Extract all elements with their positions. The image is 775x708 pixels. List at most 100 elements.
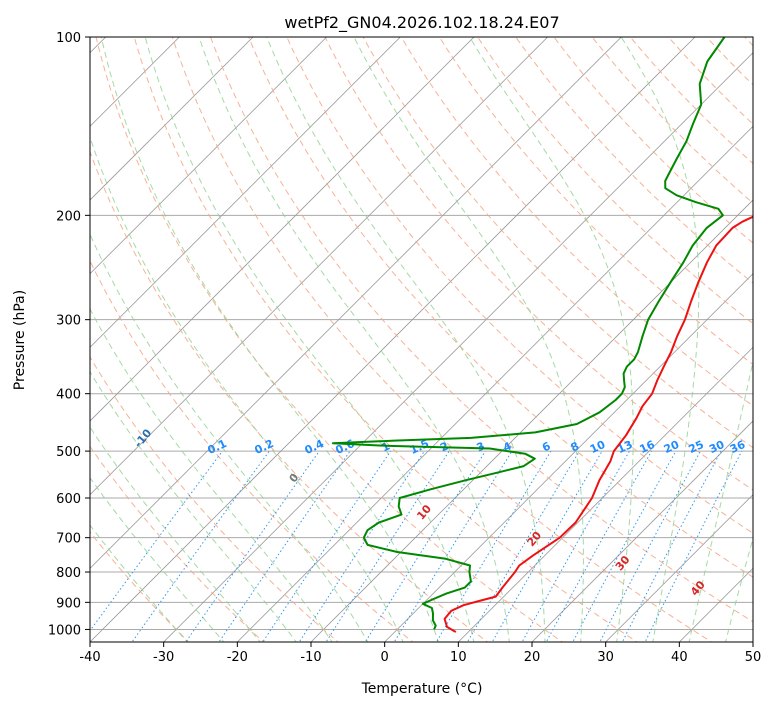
mixing-ratio-line bbox=[572, 450, 677, 642]
dry-adiabat-line bbox=[591, 37, 753, 204]
dry-adiabat-line bbox=[744, 37, 753, 47]
isopleth-labels: 0.10.20.40.611.52346810131620253036-100-… bbox=[0, 370, 748, 598]
dry-adiabat-line bbox=[171, 37, 713, 642]
moist-adiabat-line bbox=[90, 135, 404, 642]
isotherm-line bbox=[457, 346, 753, 642]
mixing-ratio-line bbox=[262, 450, 392, 642]
y-tick-label: 700 bbox=[56, 532, 81, 547]
moist-adiabat-line bbox=[90, 476, 225, 642]
dry-adiabat-line bbox=[90, 150, 489, 642]
moist-adiabat-line bbox=[100, 37, 440, 642]
isotherm-line bbox=[678, 567, 753, 642]
dry-adiabat-line bbox=[629, 37, 753, 165]
x-tick-label: 40 bbox=[671, 650, 688, 665]
mixing-ratio-label: 10 bbox=[588, 438, 608, 456]
y-tick-label: 800 bbox=[56, 566, 81, 581]
isotherm-line bbox=[531, 420, 753, 642]
isotherm-line bbox=[163, 52, 753, 642]
x-tick-label: 20 bbox=[524, 650, 541, 665]
moist-adiabat-line bbox=[688, 358, 753, 642]
plot-frame bbox=[89, 36, 754, 643]
y-tick-label: 600 bbox=[56, 492, 81, 507]
moist-adiabat-label: 30 bbox=[613, 553, 633, 573]
x-tick-label: 10 bbox=[450, 650, 467, 665]
mixing-ratio-line bbox=[644, 450, 743, 642]
mixing-ratio-label: 0.2 bbox=[253, 437, 276, 457]
moist-adiabat-label: 20 bbox=[524, 529, 544, 549]
y-tick-label: 900 bbox=[56, 596, 81, 611]
mixing-ratio-label: 0.4 bbox=[303, 437, 326, 457]
isobar-grid bbox=[90, 37, 753, 630]
dry-adiabat-line bbox=[705, 37, 753, 86]
moist-adiabat-line bbox=[198, 37, 510, 642]
mixing-ratio-line bbox=[90, 450, 223, 632]
dry-adiabat-line bbox=[362, 37, 753, 449]
dry-adiabat-line bbox=[756, 10, 775, 645]
mixing-ratio-label: 25 bbox=[687, 438, 706, 456]
mixing-ratio-label: 36 bbox=[728, 438, 748, 456]
isotherm-line bbox=[0, 10, 59, 645]
mixing-ratio-line bbox=[325, 450, 450, 642]
y-axis-ticks: 100 200 300 400 500 600 700 800 900 1000 bbox=[48, 31, 90, 638]
dry-adiabat-label: -20 bbox=[59, 407, 82, 431]
dry-adiabat-line bbox=[553, 37, 753, 244]
moist-adiabat-line bbox=[620, 37, 700, 642]
moist-adiabat-line bbox=[469, 37, 634, 642]
isotherm-grid bbox=[0, 10, 753, 645]
moist-adiabat-line bbox=[353, 37, 584, 642]
dry-adiabat-label: -30 bbox=[0, 370, 3, 394]
dry-adiabat-line bbox=[438, 37, 753, 366]
isotherm-line bbox=[90, 37, 475, 422]
mixing-ratio-line bbox=[218, 450, 351, 642]
x-tick-label: -20 bbox=[227, 650, 248, 665]
dry-adiabat-line bbox=[286, 37, 753, 534]
moist-adiabat-line bbox=[90, 524, 188, 642]
dry-adiabat-line bbox=[248, 37, 753, 578]
y-axis-label: Pressure (hPa) bbox=[12, 290, 28, 390]
isotherm-line bbox=[236, 125, 753, 642]
series-line bbox=[331, 37, 726, 630]
x-axis-label: Temperature (°C) bbox=[361, 681, 483, 697]
y-tick-label: 1000 bbox=[48, 623, 81, 638]
isotherm-line bbox=[90, 37, 328, 275]
dry-adiabat-line bbox=[90, 259, 414, 642]
x-tick-label: -30 bbox=[153, 650, 174, 665]
moist-adiabat-line bbox=[725, 536, 753, 642]
plot-area: 0.10.20.40.611.52346810131620253036-100-… bbox=[0, 10, 775, 645]
mixing-ratio-line bbox=[185, 450, 320, 642]
moist-adiabat-line bbox=[90, 426, 261, 642]
isotherm-line bbox=[90, 37, 401, 348]
mixing-ratio-line bbox=[599, 450, 701, 642]
isotherm-line bbox=[90, 37, 254, 201]
mixing-ratio-line bbox=[621, 450, 722, 642]
x-tick-label: 30 bbox=[597, 650, 614, 665]
mixing-ratio-label: 6 bbox=[540, 439, 553, 454]
dry-adiabat-line bbox=[209, 37, 753, 623]
mixing-ratio-label: 16 bbox=[638, 438, 658, 456]
moist-adiabat-line bbox=[266, 37, 546, 642]
mixing-ratio-line bbox=[364, 450, 486, 642]
dry-adiabat-line bbox=[400, 37, 753, 407]
isotherm-line bbox=[90, 37, 696, 642]
dry-adiabat-line bbox=[90, 356, 340, 642]
dry-adiabat-label: -10 bbox=[132, 426, 155, 450]
isotherm-line bbox=[90, 37, 549, 496]
mixing-ratio-label: 30 bbox=[707, 438, 727, 456]
y-tick-label: 500 bbox=[56, 445, 81, 460]
dry-adiabat-line bbox=[90, 531, 190, 642]
y-tick-label: 400 bbox=[56, 388, 81, 403]
y-tick-label: 200 bbox=[56, 209, 81, 224]
isotherm-line bbox=[605, 494, 753, 642]
mixing-ratio-line bbox=[466, 450, 580, 642]
isotherm-line bbox=[384, 273, 753, 642]
x-tick-label: 0 bbox=[381, 650, 389, 665]
mixing-ratio-lines bbox=[90, 450, 743, 642]
moist-adiabats bbox=[90, 37, 753, 642]
moist-adiabat-line bbox=[90, 308, 333, 642]
isotherm-line bbox=[752, 641, 753, 642]
mixing-ratio-label: 0.6 bbox=[333, 437, 356, 457]
mixing-ratio-line bbox=[298, 450, 425, 642]
x-tick-label: -10 bbox=[300, 650, 321, 665]
moist-adiabat-line bbox=[90, 232, 369, 642]
